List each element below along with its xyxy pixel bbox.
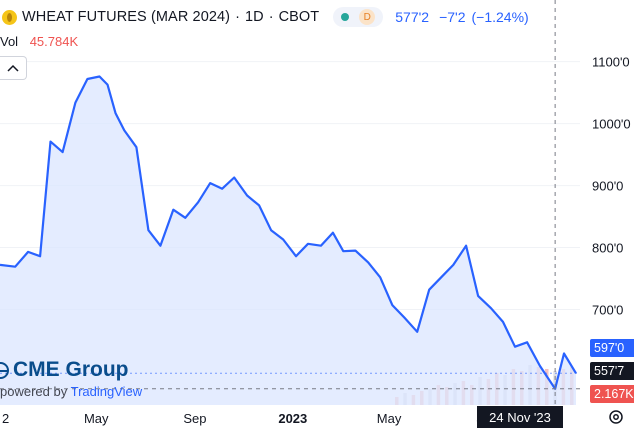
price-change-percent: (−1.24%) bbox=[471, 9, 529, 25]
price-line bbox=[0, 75, 577, 390]
x-tick-label: May bbox=[377, 411, 402, 426]
logo-provider: TradingView bbox=[70, 384, 143, 399]
cme-group-logo: CME Group powered by TradingView bbox=[0, 358, 142, 399]
x-tick-label: 2 bbox=[2, 411, 9, 426]
x-tick-label: 2023 bbox=[278, 411, 307, 426]
logo-brand: CME Group bbox=[13, 358, 129, 381]
chevron-up-icon bbox=[7, 64, 19, 72]
wheat-coin-icon bbox=[2, 9, 17, 25]
logo-powered-by: powered by bbox=[0, 384, 68, 399]
globe-icon bbox=[0, 361, 9, 379]
interval-label[interactable]: 1D bbox=[244, 9, 264, 25]
market-status-pill[interactable]: D bbox=[333, 7, 384, 27]
delayed-badge: D bbox=[359, 9, 376, 25]
x-tick-label: May bbox=[84, 411, 109, 426]
y-tick-label: 1100'0 bbox=[592, 55, 630, 70]
volume-value: 45.784K bbox=[29, 34, 79, 49]
x-tick-label: Sep bbox=[183, 411, 206, 426]
x-axis: 2MaySep2023MaySep bbox=[2, 411, 499, 426]
y-tick-label: 700'0 bbox=[592, 302, 623, 317]
y-tick-label: 900'0 bbox=[592, 179, 623, 194]
crosshair-price-tag: 557'7 bbox=[590, 362, 634, 380]
market-open-icon bbox=[341, 13, 350, 21]
y-tick-label: 800'0 bbox=[592, 241, 623, 256]
crosshair-date-tag: 24 Nov '23 bbox=[477, 406, 563, 428]
last-price: 577'2 bbox=[395, 9, 430, 25]
volume-label: Vol bbox=[0, 34, 19, 49]
chart-header: WHEAT FUTURES (MAR 2024) · 1D · CBOT D 5… bbox=[0, 6, 529, 28]
y-axis: 1100'0 1000'0 900'0 800'0 700'0 bbox=[592, 55, 631, 318]
collapse-legend-button[interactable] bbox=[0, 56, 27, 80]
settings-gear-icon[interactable] bbox=[607, 408, 625, 426]
price-area-fill bbox=[0, 76, 576, 405]
volume-legend: Vol 45.784K bbox=[0, 34, 78, 49]
symbol-title: WHEAT FUTURES (MAR 2024) bbox=[22, 9, 231, 25]
last-price-tag: 597'0 bbox=[590, 339, 634, 357]
separator: · bbox=[268, 9, 274, 25]
separator: · bbox=[235, 9, 240, 25]
volume-tag: 2.167K bbox=[590, 385, 634, 403]
exchange-label: CBOT bbox=[278, 9, 320, 25]
price-change: −7'2 bbox=[439, 9, 466, 25]
y-tick-label: 1000'0 bbox=[592, 117, 631, 132]
